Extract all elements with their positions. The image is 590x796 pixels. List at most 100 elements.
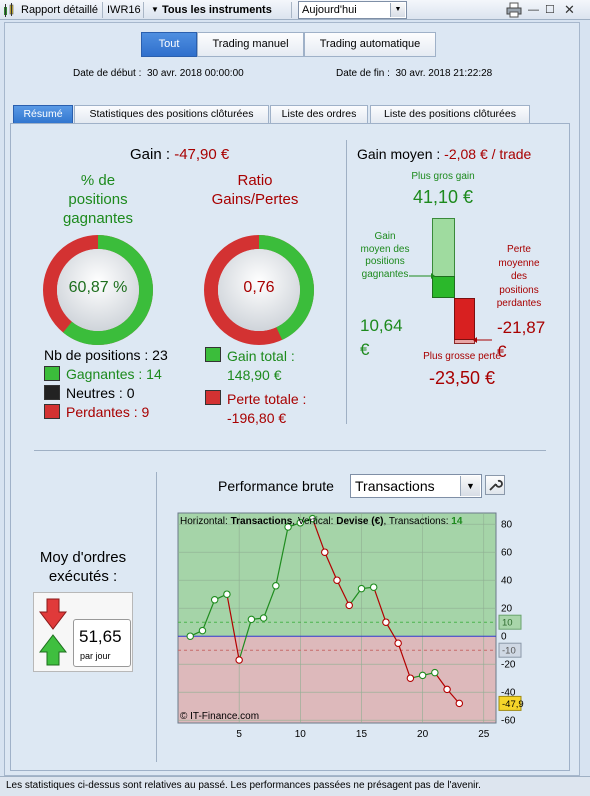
- data-point: [308, 514, 317, 523]
- print-icon[interactable]: [506, 2, 522, 18]
- performance-chart: 80 60 40 20 0 -20 -40 -60 5 10 15 20 25 Horizontal:…: [177, 512, 524, 740]
- data-point: [272, 582, 280, 590]
- tab-closed-stats[interactable]: Statistiques des positions clôturées: [74, 105, 269, 123]
- bar-pointers: [409, 273, 492, 343]
- series-segment: [385, 621, 399, 644]
- tab-summary[interactable]: Résumé: [13, 105, 73, 123]
- best-gain-value: 41,10 €: [412, 187, 474, 207]
- y-tick-label: 40: [501, 576, 513, 587]
- neutral-legend-swatch: [44, 385, 60, 400]
- orders-value-box: [73, 619, 131, 667]
- buy-sell-arrows-icon: [38, 598, 68, 666]
- toolbar: Rapport détaillé IWR16 ▼ Tous les instru…: [0, 0, 590, 20]
- maximize-icon[interactable]: ☐: [545, 4, 555, 16]
- y-tick-label: 80: [501, 520, 513, 531]
- worst-loss-label: Plus grosse perte: [423, 351, 501, 362]
- win-rate-donut: [43, 235, 153, 345]
- worst-loss-value: -23,50 €: [428, 368, 496, 388]
- y-tick-label: -20: [501, 660, 516, 671]
- disclaimer: Les statistiques ci-dessus sont relative…: [0, 776, 590, 796]
- settings-wrench-icon[interactable]: [485, 475, 505, 495]
- chart-header: Horizontal: Transactions, Vertical: Devi…: [180, 516, 463, 527]
- plus-10-badge-box: [498, 614, 522, 630]
- data-point: [418, 671, 427, 680]
- filter-auto-button[interactable]: Trading automatique: [304, 32, 436, 57]
- period-select[interactable]: Aujourd'hui ▼: [298, 1, 407, 19]
- y-tick-label: -40: [501, 688, 516, 699]
- minimize-icon[interactable]: —: [528, 4, 539, 16]
- close-icon[interactable]: ✕: [564, 2, 575, 17]
- perf-title: Performance brute: [218, 478, 334, 494]
- data-point: [394, 639, 402, 647]
- series-segment: [324, 551, 338, 581]
- series-segment: [397, 643, 411, 679]
- divider: [156, 472, 157, 762]
- chart-icon: [3, 2, 15, 18]
- data-point: [284, 523, 292, 531]
- data-point: [247, 615, 256, 624]
- avg-win-label: Gain moyen des positions gagnantes: [360, 231, 410, 280]
- y-tick-label: 20: [501, 604, 513, 615]
- data-point: [223, 590, 231, 598]
- divider: [346, 140, 347, 424]
- data-point: [369, 583, 378, 591]
- filter-all-button[interactable]: Tout: [141, 32, 197, 57]
- plus-10-badge: 10: [502, 618, 513, 629]
- last-value-badge: -47,9: [502, 699, 524, 710]
- chevron-down-icon: ▼: [460, 476, 480, 496]
- win-rate-value: 60,87 %: [68, 279, 128, 296]
- negative-zone: [178, 636, 496, 723]
- series-segment: [336, 579, 350, 606]
- data-point: [296, 519, 305, 527]
- winning-count: Gagnantes : 14: [66, 366, 162, 382]
- series-segment: [226, 594, 240, 661]
- gain-ring: [204, 235, 314, 345]
- data-point: [382, 618, 390, 626]
- best-gain-label: Plus gros gain: [411, 171, 475, 182]
- instruments-dropdown[interactable]: Tous les instruments: [162, 4, 272, 16]
- series-segment: [238, 619, 252, 661]
- loss-legend-swatch: [205, 390, 221, 405]
- x-tick-label: 25: [478, 729, 490, 740]
- positive-zone: [178, 513, 496, 637]
- tab-closed-positions[interactable]: Liste des positions clôturées: [370, 105, 530, 123]
- y-tick-label: -60: [501, 716, 516, 727]
- x-tick-label: 15: [356, 729, 368, 740]
- filter-manual-button[interactable]: Trading manuel: [197, 32, 304, 57]
- ratio-value: 0,76: [243, 279, 275, 296]
- minus-10-badge: -10: [502, 646, 516, 657]
- data-point: [210, 596, 219, 604]
- report-title: Rapport détaillé: [21, 4, 99, 16]
- data-point: [443, 685, 451, 694]
- chevron-down-icon[interactable]: ▼: [151, 5, 159, 14]
- data-point: [333, 576, 341, 584]
- minus-10-badge-box: [498, 642, 522, 658]
- series-segment: [201, 599, 216, 631]
- win-pct-title: % de positions gagnantes: [62, 172, 134, 227]
- ratio-donut: [204, 235, 314, 345]
- x-tick-label: 20: [417, 729, 429, 740]
- series-segment: [373, 587, 387, 623]
- avg-loss-label: Perte moyenne des positions perdantes: [496, 244, 542, 309]
- data-point: [455, 699, 464, 708]
- win-ring: [43, 235, 153, 345]
- avg-win-bar: [432, 276, 455, 298]
- data-point: [345, 601, 353, 610]
- perf-mode-select[interactable]: Transactions ▼: [350, 474, 482, 498]
- avg-gain-summary: Gain moyen : -2,08 € / trade: [357, 146, 532, 162]
- data-point: [321, 548, 329, 556]
- series-segment: [263, 585, 277, 619]
- data-point: [198, 626, 207, 635]
- winning-legend-swatch: [44, 366, 60, 381]
- divider: [34, 450, 546, 451]
- y-tick-label: 60: [501, 548, 513, 559]
- data-point: [186, 632, 194, 640]
- tab-orders[interactable]: Liste des ordres: [270, 105, 368, 123]
- y-tick-label: 0: [501, 632, 507, 643]
- neutral-count: Neutres : 0: [66, 385, 135, 401]
- data-point: [235, 656, 243, 664]
- positions-count: Nb de positions : 23: [44, 347, 168, 363]
- data-point: [406, 674, 415, 682]
- account-label[interactable]: IWR16: [107, 4, 141, 16]
- avg-loss-bar: [454, 298, 475, 340]
